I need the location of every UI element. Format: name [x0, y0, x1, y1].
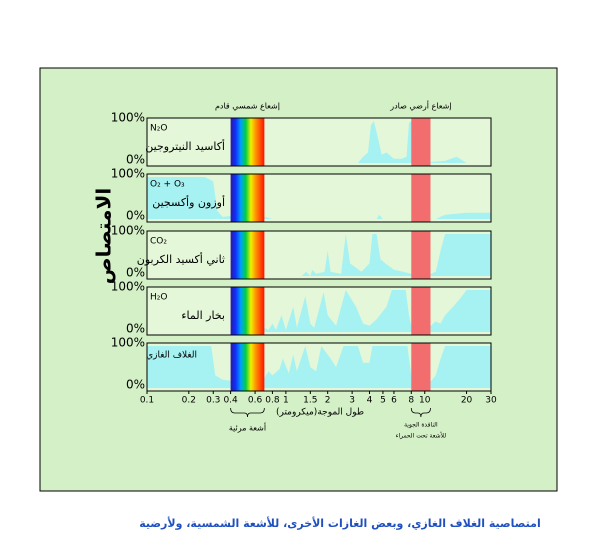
y-tick-label: 100% — [111, 280, 145, 294]
x-tick-label: 0.1 — [140, 396, 154, 406]
visible-band — [230, 231, 265, 279]
x-tick-label: 5 — [380, 396, 386, 406]
outgoing-label: إشعاع أرضي صادر — [389, 101, 451, 112]
window-brace — [410, 407, 431, 418]
y-tick-label: 0% — [126, 209, 145, 223]
y-axis-label: الامتصاص — [92, 188, 116, 284]
window-band — [411, 231, 431, 279]
y-tick-label: 0% — [126, 266, 145, 280]
window-band — [411, 174, 431, 222]
window-band — [411, 118, 431, 166]
visible-band — [230, 287, 265, 335]
x-tick-label: 0.8 — [265, 396, 280, 406]
panel-border — [146, 173, 492, 223]
absorption-area — [147, 121, 491, 163]
x-tick-label: 30 — [485, 396, 497, 406]
caption: امتصاصية الغلاف الغازي، وبعض الغازات الأ… — [139, 516, 540, 530]
incoming-label: إشعاع شمسي قادم — [215, 102, 280, 112]
gas-name: بخار الماء — [181, 309, 225, 322]
y-tick-label: 100% — [111, 111, 145, 125]
x-tick-label: 1 — [283, 396, 289, 406]
panel-border — [146, 117, 492, 167]
gas-name: أوزون وأكسجين — [152, 195, 225, 209]
panel — [147, 118, 491, 166]
visible-brace — [230, 407, 265, 418]
x-tick-label: 6 — [391, 396, 397, 406]
gas-formula: N₂O — [150, 124, 167, 134]
panel — [147, 231, 491, 279]
x-axis-label: طول الموجة(ميكرومتر) — [276, 408, 364, 418]
gas-name: أكاسيد النيتروجين — [145, 139, 225, 153]
y-tick-label: 100% — [111, 336, 145, 350]
x-tick-label: 0.2 — [182, 396, 196, 406]
y-tick-label: 100% — [111, 224, 145, 238]
panel-border — [146, 230, 492, 280]
gas-formula: O₂ + O₃ — [150, 180, 185, 190]
x-tick-label: 1.5 — [303, 396, 317, 406]
visible-band — [230, 174, 265, 222]
gas-formula: CO₂ — [150, 237, 167, 247]
x-tick-label: 8 — [408, 396, 414, 406]
window-band — [411, 343, 431, 391]
window-band — [411, 287, 431, 335]
panel-border — [146, 286, 492, 336]
x-tick-label: 0.6 — [248, 396, 263, 406]
x-tick-label: 10 — [419, 396, 431, 406]
x-tick-label: 0.3 — [206, 396, 220, 406]
x-tick-label: 2 — [325, 396, 331, 406]
visible-label: أشعة مرئية — [229, 423, 266, 433]
y-tick-label: 0% — [126, 322, 145, 336]
visible-band — [230, 343, 265, 391]
y-tick-label: 0% — [126, 153, 145, 167]
x-tick-label: 20 — [461, 396, 473, 406]
window-label: النافذة الجوية — [404, 422, 438, 429]
absorption-area — [147, 290, 491, 332]
window-label: للأشعة تحت الحمراء — [396, 432, 447, 440]
panel-border — [146, 342, 492, 392]
gas-name: ثاني أكسيد الكربون — [137, 252, 225, 266]
visible-band — [230, 118, 265, 166]
x-tick-label: 4 — [367, 396, 373, 406]
absorption-area — [147, 234, 491, 276]
y-tick-label: 100% — [111, 167, 145, 181]
gas-name: الغلاف الغازي — [146, 351, 197, 361]
absorption-area — [147, 346, 491, 388]
x-tick-label: 0.4 — [223, 396, 238, 406]
x-tick-label: 3 — [349, 396, 355, 406]
y-tick-label: 0% — [126, 378, 145, 392]
gas-formula: H₂O — [150, 293, 167, 303]
